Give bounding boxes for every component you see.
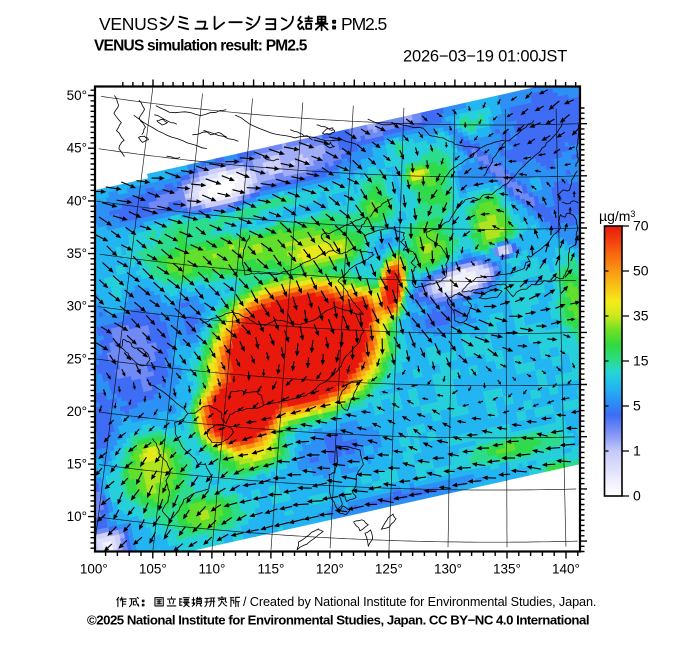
svg-text:5: 5: [633, 398, 641, 414]
svg-text:µg/m3: µg/m3: [599, 208, 635, 224]
svg-text:20°: 20°: [67, 404, 87, 419]
svg-text:0: 0: [633, 488, 641, 504]
svg-text:1: 1: [633, 443, 641, 459]
svg-text:110°: 110°: [198, 562, 225, 577]
svg-text:/ Created by National Institut: / Created by National Institute for Envi…: [243, 595, 596, 609]
svg-text:10°: 10°: [67, 509, 87, 524]
svg-text:50°: 50°: [67, 88, 87, 103]
svg-text:100°: 100°: [80, 562, 108, 577]
svg-text:PM2.5: PM2.5: [341, 14, 386, 34]
svg-text:115°: 115°: [257, 562, 284, 577]
svg-text:130°: 130°: [434, 562, 462, 577]
svg-text:30°: 30°: [67, 299, 87, 314]
svg-text:40°: 40°: [67, 193, 87, 208]
svg-text:2026−03−19 01:00JST: 2026−03−19 01:00JST: [403, 48, 567, 66]
svg-text:120°: 120°: [316, 562, 344, 577]
svg-text:50: 50: [633, 263, 649, 279]
svg-text:45°: 45°: [67, 141, 87, 156]
svg-text:©2025 National Institute for E: ©2025 National Institute for Environment…: [87, 613, 589, 628]
svg-text:35: 35: [633, 308, 649, 324]
svg-text:25°: 25°: [67, 351, 87, 366]
svg-text:15: 15: [633, 353, 649, 369]
svg-text:105°: 105°: [139, 562, 167, 577]
svg-text:135°: 135°: [493, 562, 521, 577]
svg-text:70: 70: [633, 218, 649, 234]
svg-text:VENUS: VENUS: [99, 14, 158, 34]
svg-text:125°: 125°: [375, 562, 403, 577]
svg-text:VENUS simulation result: PM2.5: VENUS simulation result: PM2.5: [94, 38, 308, 55]
svg-text:35°: 35°: [67, 246, 87, 261]
svg-text:140°: 140°: [552, 562, 580, 577]
svg-text:15°: 15°: [67, 457, 87, 472]
